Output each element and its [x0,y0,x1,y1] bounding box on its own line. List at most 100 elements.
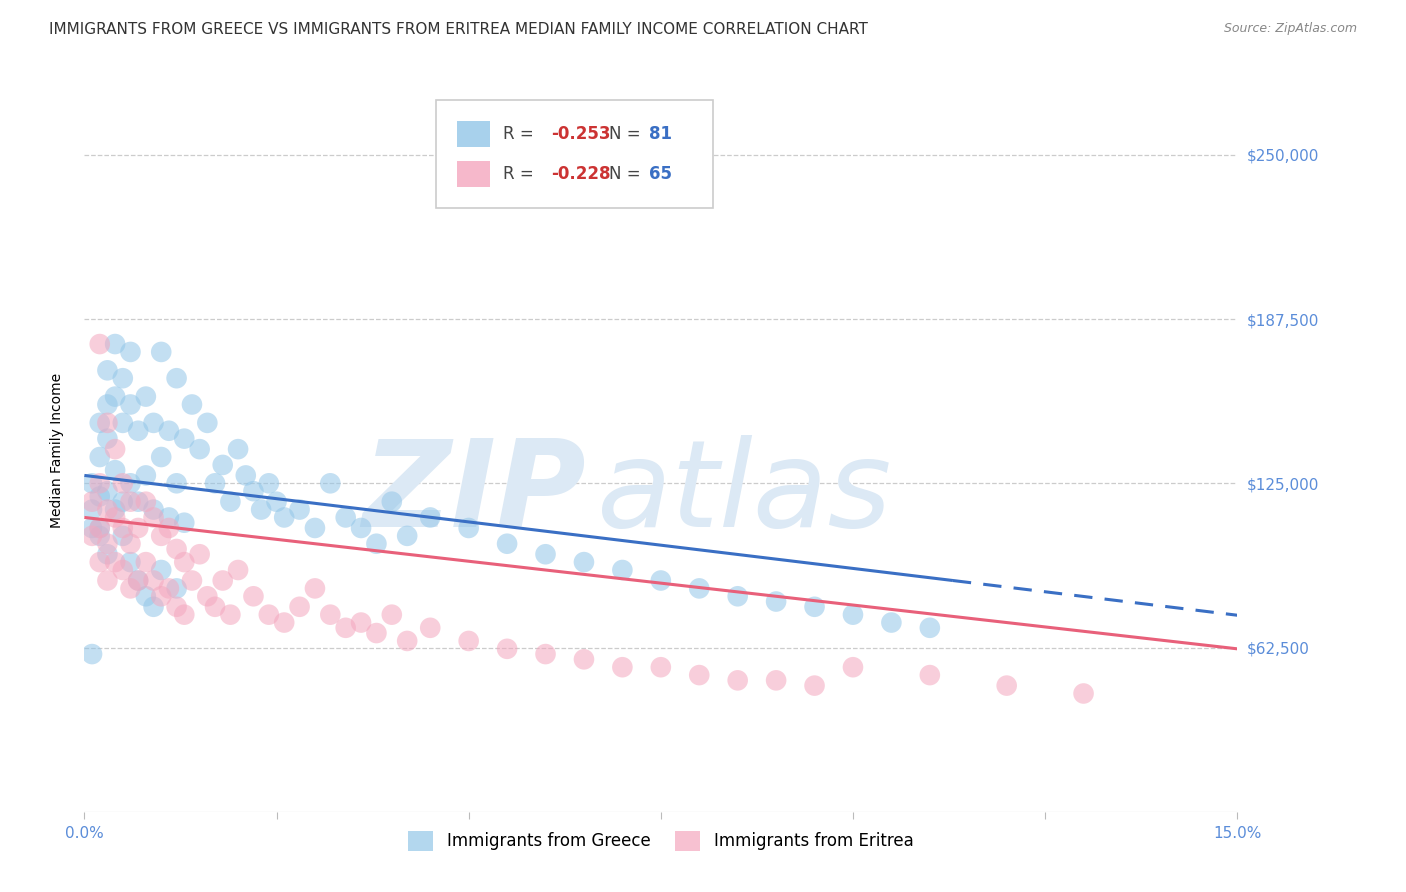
Point [250,502,273,516]
Point [142,416,165,430]
Point [257,476,280,491]
Point [111,371,134,385]
Point [157,521,180,535]
Point [534,547,557,561]
Point [195,589,218,603]
Point [96,502,118,516]
Text: N =: N = [609,165,645,183]
Legend: Immigrants from Greece, Immigrants from Eritrea: Immigrants from Greece, Immigrants from … [402,824,920,857]
Point [157,582,180,596]
Point [842,660,865,674]
Point [96,363,118,377]
Point [120,582,142,596]
Text: 81: 81 [650,125,672,143]
Point [104,555,127,569]
Point [89,450,111,464]
Point [335,510,357,524]
Point [120,397,142,411]
Point [150,529,173,543]
Point [396,634,419,648]
Text: atlas: atlas [598,435,893,552]
Point [396,529,419,543]
Point [80,502,103,516]
Point [150,589,173,603]
Point [273,615,295,630]
Point [135,589,157,603]
Point [995,679,1018,693]
Point [127,494,149,508]
Point [157,510,180,524]
Point [166,371,188,385]
Point [273,510,295,524]
Point [166,599,188,614]
Point [142,502,165,516]
Point [242,589,264,603]
Point [104,337,127,351]
Point [803,679,825,693]
Point [166,541,188,556]
Point [89,416,111,430]
Point [104,463,127,477]
Point [89,521,111,535]
FancyBboxPatch shape [436,100,713,209]
Point [142,574,165,588]
Point [235,468,257,483]
Point [688,582,710,596]
Point [572,555,595,569]
Point [127,574,149,588]
Point [534,647,557,661]
Point [96,537,118,551]
Point [457,521,479,535]
Point [842,607,865,622]
Point [319,607,342,622]
Point [89,490,111,504]
Point [257,607,280,622]
Point [496,641,519,656]
Point [111,494,134,508]
Point [650,660,672,674]
Point [111,476,134,491]
Text: R =: R = [503,165,538,183]
Point [918,621,941,635]
Point [366,537,388,551]
Point [96,574,118,588]
Point [135,555,157,569]
Point [219,607,242,622]
Point [765,594,787,608]
Point [150,450,173,464]
Point [120,476,142,491]
Text: IMMIGRANTS FROM GREECE VS IMMIGRANTS FROM ERITREA MEDIAN FAMILY INCOME CORRELATI: IMMIGRANTS FROM GREECE VS IMMIGRANTS FRO… [49,22,868,37]
FancyBboxPatch shape [457,121,491,147]
Point [335,621,357,635]
Point [89,529,111,543]
Point [111,529,134,543]
Point [366,626,388,640]
Point [204,599,226,614]
Point [304,521,326,535]
Point [111,521,134,535]
Point [181,574,204,588]
Point [266,494,288,508]
Point [80,494,103,508]
Point [211,458,233,472]
Point [181,397,204,411]
Point [242,484,264,499]
Point [135,390,157,404]
Point [572,652,595,666]
Point [120,494,142,508]
Point [288,599,311,614]
Point [166,476,188,491]
Point [80,521,103,535]
Point [381,494,404,508]
Point [319,476,342,491]
Point [419,510,441,524]
Text: ZIP: ZIP [363,435,586,552]
Text: N =: N = [609,125,645,143]
Point [880,615,903,630]
Point [96,432,118,446]
Point [650,574,672,588]
Point [173,432,195,446]
Point [612,660,634,674]
Point [127,574,149,588]
Text: R =: R = [503,125,538,143]
